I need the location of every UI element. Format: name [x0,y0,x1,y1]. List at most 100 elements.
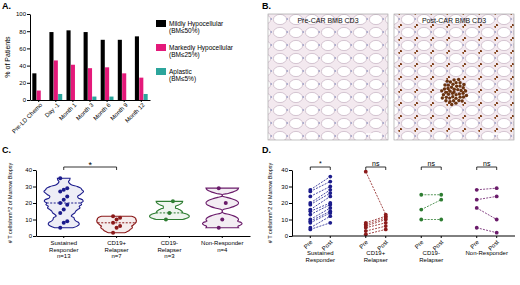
tick: Month 12 [124,100,146,124]
tick-label: 30 [25,184,32,190]
bar [105,67,109,100]
tick-mark [27,14,30,15]
legend-item: Mildly Hypocellular(BM≤50%) [156,20,224,35]
point [475,206,479,210]
bar [139,78,143,100]
legend-label-line: (BM≤25%) [169,51,200,59]
stained-cell [458,92,461,95]
point [115,218,119,222]
tick-mark [476,236,477,238]
group-label-line: CD19+ [366,250,385,256]
tick: Non-Respondern=4 [201,236,243,253]
significance-label: * [319,160,322,167]
point [495,195,499,199]
stained-cell [462,95,465,98]
point [308,213,312,217]
tick: CD19+Relapsern=7 [105,236,129,259]
point [65,203,69,207]
micrograph: Post-CAR BMB CD3 [394,14,514,140]
bar [88,68,92,100]
violin [97,216,137,233]
point [58,201,62,205]
stained-cell [460,99,463,102]
point [308,195,312,199]
tick-mark [441,236,442,238]
point [308,218,312,222]
tick: 0 [29,233,36,239]
tick-label: SustainedResponder [49,240,78,253]
legend-swatch [156,68,166,75]
tick-mark [63,236,64,238]
tick-label: Non-Responder [201,240,243,246]
pair-line [366,216,386,223]
tick-mark [27,31,30,32]
bars [32,30,147,100]
point [65,219,69,223]
pairs [308,170,498,236]
legend-item: Aplastic(BM≤5%) [156,68,196,83]
tick-label: 0 [29,233,33,239]
group-label-line: Sustained [307,250,334,256]
point [495,186,499,190]
stained-cell [459,89,462,92]
bar [118,40,122,100]
micrograph-image [394,14,514,140]
panel-label: A. [2,1,11,11]
tick-mark [289,170,292,171]
panel-label: B. [262,1,271,11]
legend-label-line: (BM≤5%) [169,75,196,83]
pair-line [477,188,497,190]
point [475,226,479,230]
stained-cell [455,85,458,88]
tick: 60 [19,46,30,52]
tick: 0 [23,97,30,103]
pair-line [421,194,441,195]
tick: 30 [281,184,292,190]
stained-cell [448,90,451,93]
tick-label-line: Responder [49,247,78,253]
stained-cell [456,88,459,91]
scale-bar [366,133,382,135]
point [58,226,62,230]
bar [109,97,113,100]
tick-label: 20 [25,200,32,206]
point [328,191,332,195]
legend-label: Aplastic(BM≤5%) [169,68,196,83]
point [308,226,312,230]
stained-cell [452,78,455,81]
point [384,228,388,232]
stained-cell [450,103,453,106]
tick: 40 [281,167,292,173]
tick-mark [365,236,366,238]
tick-label-line: Non-Responder [201,240,243,246]
legend-item: Markedly Hypocellular(BM≤25%) [156,44,234,59]
point [439,193,443,197]
tick-sublabel: n=13 [57,253,71,259]
point [118,216,122,220]
point [495,218,499,222]
stained-cell [458,95,461,98]
tick-sublabel: n=4 [217,247,228,253]
tick-label: 20 [19,80,26,86]
legend: Mildly Hypocellular(BM≤50%) Markedly Hypo… [156,20,234,83]
pair-line [477,196,497,199]
stained-cell [443,83,446,86]
point [495,231,499,235]
tick-mark [27,83,30,84]
bar [75,100,79,101]
tick-mark [289,187,292,188]
legend-label: Markedly Hypocellular(BM≤25%) [169,44,234,59]
tick: 10 [25,217,36,223]
significance-label: * [88,160,92,170]
tick-label: 80 [19,29,26,35]
point [62,188,66,192]
stained-cell [450,86,453,89]
tick: 0 [285,233,292,239]
tick-mark [27,48,30,49]
tick-label: Month 12 [124,101,146,123]
stained-cell [458,84,461,87]
panel-label: C. [2,145,11,155]
tick-mark [310,236,311,238]
group-label-line: Non-Responder [466,250,508,256]
tick-mark [385,236,386,238]
